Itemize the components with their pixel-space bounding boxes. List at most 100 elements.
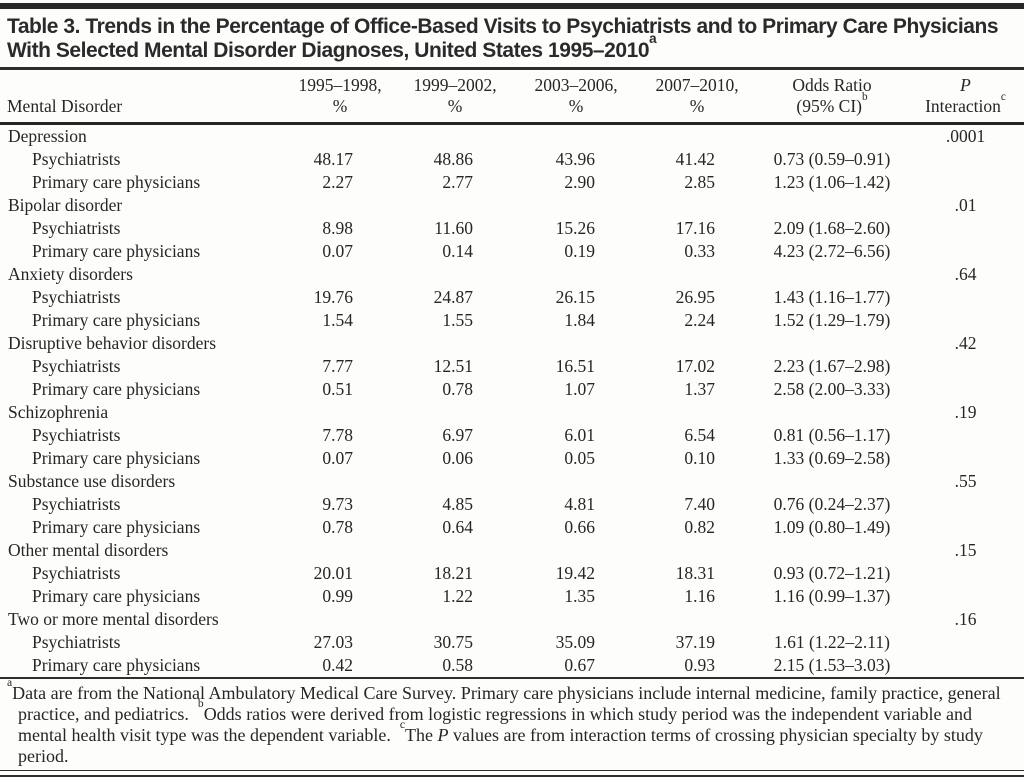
period-value: 18.31 bbox=[675, 562, 715, 583]
period-value: 0.19 bbox=[564, 240, 595, 261]
period-value: 0.51 bbox=[322, 378, 353, 399]
empty-cell bbox=[907, 217, 1024, 240]
odds-ratio-value: 0.93 (0.72–1.21) bbox=[773, 562, 891, 583]
period-value: 0.78 bbox=[322, 516, 353, 537]
footnote-marker: b bbox=[197, 698, 204, 711]
empty-cell bbox=[285, 263, 395, 286]
footnote-marker: a bbox=[7, 677, 13, 690]
empty-cell bbox=[637, 123, 757, 148]
period-value: 2.85 bbox=[684, 171, 715, 192]
odds-ratio-value: 1.52 (1.29–1.79) bbox=[773, 309, 891, 330]
interaction-label: Interactionc bbox=[925, 91, 1006, 116]
provider-row: Psychiatrists 7.78 6.97 6.01 6.54 0.81 (0.56–… bbox=[0, 424, 1024, 447]
period-value: 6.54 bbox=[684, 424, 715, 445]
provider-label: Psychiatrists bbox=[32, 148, 121, 169]
column-header-odds-ratio: Odds Ratio (95% CI)b bbox=[757, 69, 907, 125]
provider-label: Psychiatrists bbox=[32, 424, 121, 445]
provider-row: Primary care physicians 2.27 2.77 2.90 2.85 1… bbox=[0, 171, 1024, 194]
period-label: 2003–2006, bbox=[534, 74, 618, 95]
period-value: 0.14 bbox=[442, 240, 473, 261]
provider-row: Primary care physicians 0.07 0.06 0.05 0.10 1… bbox=[0, 447, 1024, 470]
provider-label: Primary care physicians bbox=[32, 585, 201, 606]
period-value: 0.07 bbox=[322, 240, 353, 261]
empty-cell bbox=[285, 194, 395, 217]
empty-cell bbox=[757, 401, 907, 424]
provider-row: Psychiatrists 48.17 48.86 43.96 41.42 0.73 (0… bbox=[0, 148, 1024, 171]
provider-row: Primary care physicians 1.54 1.55 1.84 2.24 1… bbox=[0, 309, 1024, 332]
empty-cell bbox=[757, 263, 907, 286]
period-value: 1.84 bbox=[564, 309, 595, 330]
empty-cell bbox=[907, 171, 1024, 194]
period-value: 0.33 bbox=[684, 240, 715, 261]
empty-cell bbox=[515, 263, 637, 286]
period-value: 4.85 bbox=[442, 493, 473, 514]
percent-label: % bbox=[332, 96, 348, 116]
period-value: 17.02 bbox=[675, 355, 715, 376]
empty-cell bbox=[757, 332, 907, 355]
footnote-italic: P bbox=[437, 724, 449, 745]
empty-cell bbox=[515, 332, 637, 355]
disorder-name: Anxiety disorders bbox=[8, 263, 133, 284]
p-interaction-value: .01 bbox=[954, 194, 977, 215]
odds-ratio-value: 2.23 (1.67–2.98) bbox=[773, 355, 891, 376]
period-value: 48.86 bbox=[433, 148, 473, 169]
empty-cell bbox=[637, 539, 757, 562]
table-title-footnote-marker: a bbox=[649, 30, 657, 46]
column-header-mental-disorder: Mental Disorder bbox=[0, 69, 285, 125]
provider-label: Psychiatrists bbox=[32, 493, 121, 514]
empty-cell bbox=[907, 240, 1024, 263]
period-value: 0.99 bbox=[322, 585, 353, 606]
table-bottom-rule bbox=[0, 676, 1024, 679]
period-value: 30.75 bbox=[433, 631, 473, 652]
empty-cell bbox=[637, 194, 757, 217]
empty-cell bbox=[515, 123, 637, 148]
period-value: 26.15 bbox=[555, 286, 595, 307]
period-value: 0.05 bbox=[564, 447, 595, 468]
disorder-name: Substance use disorders bbox=[8, 470, 176, 491]
period-value: 6.97 bbox=[442, 424, 473, 445]
odds-ratio-value: 2.09 (1.68–2.60) bbox=[773, 217, 891, 238]
disorder-group-row: Disruptive behavior disorders .42 bbox=[0, 332, 1024, 355]
empty-cell bbox=[395, 401, 515, 424]
period-value: 0.42 bbox=[322, 654, 353, 675]
odds-ci-label: (95% CI)b bbox=[796, 91, 868, 116]
period-value: 0.07 bbox=[322, 447, 353, 468]
footnote-marker: c bbox=[399, 719, 406, 732]
empty-cell bbox=[285, 470, 395, 493]
period-value: 48.17 bbox=[313, 148, 353, 169]
footnotes: aData are from the National Ambulatory M… bbox=[7, 677, 1001, 766]
empty-cell bbox=[515, 401, 637, 424]
period-label: 1995–1998, bbox=[298, 74, 382, 95]
provider-row: Primary care physicians 0.51 0.78 1.07 1.37 2… bbox=[0, 378, 1024, 401]
empty-cell bbox=[907, 286, 1024, 309]
period-value: 4.81 bbox=[564, 493, 595, 514]
disorder-group-row: Depression .0001 bbox=[0, 123, 1024, 148]
disorder-group-row: Schizophrenia .19 bbox=[0, 401, 1024, 424]
empty-cell bbox=[637, 401, 757, 424]
period-value: 19.76 bbox=[313, 286, 353, 307]
column-header-period-1: 1995–1998,% bbox=[285, 69, 395, 125]
empty-cell bbox=[907, 355, 1024, 378]
empty-cell bbox=[907, 309, 1024, 332]
provider-label: Psychiatrists bbox=[32, 631, 121, 652]
provider-row: Psychiatrists 20.01 18.21 19.42 18.31 0.93 (0… bbox=[0, 562, 1024, 585]
empty-cell bbox=[907, 654, 1024, 677]
column-header-p-interaction: P Interactionc bbox=[907, 69, 1024, 125]
period-value: 9.73 bbox=[322, 493, 353, 514]
period-value: 37.19 bbox=[675, 631, 715, 652]
period-value: 2.27 bbox=[322, 171, 353, 192]
table-title-line2: With Selected Mental Disorder Diagnoses,… bbox=[7, 39, 650, 62]
provider-row: Psychiatrists 9.73 4.85 4.81 7.40 0.76 (0.24–… bbox=[0, 493, 1024, 516]
disorder-group-row: Two or more mental disorders .16 bbox=[0, 608, 1024, 631]
empty-cell bbox=[637, 470, 757, 493]
odds-ratio-value: 0.76 (0.24–2.37) bbox=[773, 493, 891, 514]
odds-ratio-value: 0.73 (0.59–0.91) bbox=[773, 148, 891, 169]
provider-label: Psychiatrists bbox=[32, 355, 121, 376]
period-value: 20.01 bbox=[313, 562, 353, 583]
period-value: 7.77 bbox=[322, 355, 353, 376]
period-value: 1.35 bbox=[564, 585, 595, 606]
top-rule bbox=[0, 3, 1024, 9]
disorder-name: Disruptive behavior disorders bbox=[8, 332, 217, 353]
period-value: 41.42 bbox=[675, 148, 715, 169]
